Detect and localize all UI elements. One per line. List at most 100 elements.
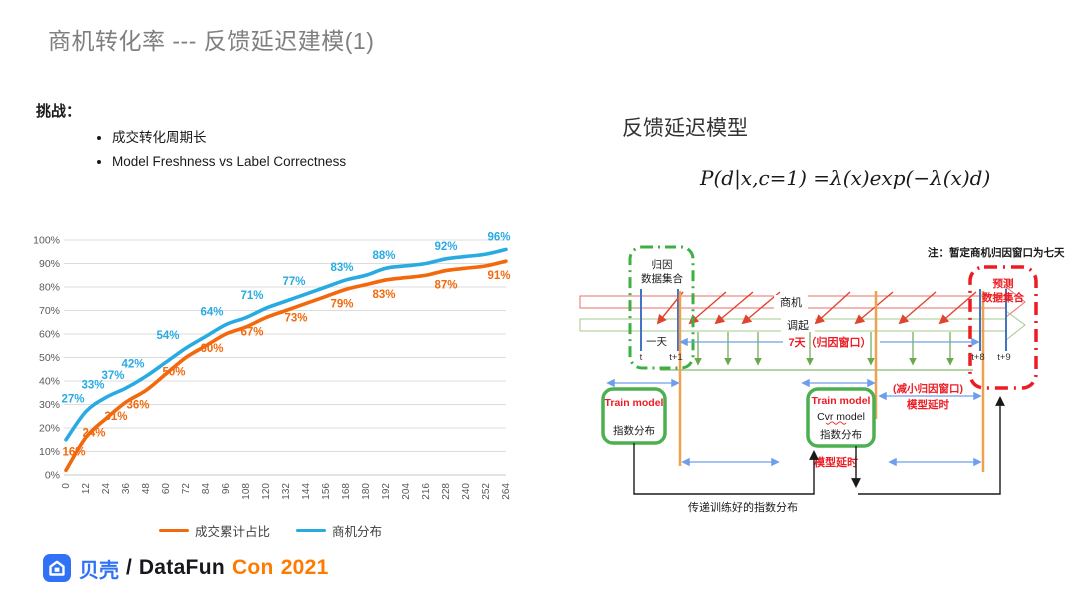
svg-text:70%: 70% [39, 305, 60, 317]
event-name-black: DataFun [138, 556, 225, 579]
svg-text:144: 144 [301, 483, 312, 500]
svg-text:33%: 33% [81, 379, 104, 391]
model-delay-lower-label: 模型延时 [814, 455, 858, 469]
svg-text:264: 264 [501, 483, 512, 500]
svg-text:90%: 90% [39, 258, 60, 270]
t-label: t [640, 352, 643, 363]
challenges-list: 成交转化周期长 Model Freshness vs Label Correct… [112, 126, 346, 177]
svg-text:79%: 79% [330, 298, 353, 310]
window-label: 7天（归因窗口） [788, 335, 871, 349]
timeline-ticks [640, 289, 1007, 351]
svg-text:50%: 50% [39, 352, 60, 364]
train-model-2-title: Train model [812, 395, 871, 407]
svg-text:0%: 0% [45, 470, 60, 482]
svg-text:108: 108 [241, 483, 252, 500]
beike-logo-icon [43, 554, 71, 582]
footer-logo: 贝壳 / DataFun Con 2021 [42, 551, 329, 585]
svg-text:36: 36 [121, 483, 132, 495]
shangji-label-bg [774, 295, 808, 309]
flow-connectors [633, 396, 1005, 495]
svg-text:48: 48 [141, 483, 152, 495]
svg-text:54%: 54% [156, 330, 179, 342]
cvr-squiggle-underline-icon [825, 421, 847, 425]
svg-text:16%: 16% [62, 446, 85, 458]
legend-swatch-orange [158, 528, 189, 533]
svg-text:216: 216 [421, 483, 432, 500]
svg-text:60%: 60% [200, 343, 223, 355]
chart-legend: 成交累计占比 商机分布 [28, 521, 513, 540]
shangji-band-label: 商机 [780, 295, 802, 309]
challenges-heading: 挑战： [36, 103, 82, 120]
svg-text:30%: 30% [39, 399, 60, 411]
svg-text:192: 192 [381, 483, 392, 500]
svg-text:42%: 42% [121, 358, 144, 370]
svg-text:204: 204 [401, 483, 412, 500]
svg-text:60: 60 [161, 483, 172, 495]
svg-text:80%: 80% [39, 282, 60, 294]
day-boundary-lines [678, 291, 985, 472]
train-model-2-dist: 指数分布 [820, 428, 862, 441]
train-model-2-cvr: Cvr model [817, 411, 865, 423]
legend-label-orange: 成交累计占比 [194, 525, 270, 539]
train-window-arrows [606, 378, 982, 401]
conversion-line-chart: 0% 10% 20% 30% 40% 50% 60% 70% 80% 90% 100% 0 12 24 36… [28, 226, 513, 522]
svg-text:10%: 10% [39, 446, 60, 458]
svg-text:228: 228 [441, 483, 452, 500]
legend-item-orange: 成交累计占比 [158, 521, 270, 540]
svg-text:91%: 91% [487, 270, 510, 282]
page-title: 商机转化率 --- 反馈延迟建模(1) [48, 28, 375, 54]
chart-canvas: 0% 10% 20% 30% 40% 50% 60% 70% 80% 90% 100% 0 12 24 36… [33, 231, 512, 500]
delay-model-formula: P(d|x,c=1) =λ(x)exp(−λ(x)d) [700, 166, 991, 190]
prediction-box-label-1: 预测 [993, 277, 1014, 290]
svg-text:96: 96 [221, 483, 232, 495]
svg-text:252: 252 [481, 483, 492, 500]
svg-text:71%: 71% [240, 290, 263, 302]
svg-text:24%: 24% [82, 428, 105, 440]
model-title: 反馈延迟模型 [622, 117, 748, 140]
svg-text:36%: 36% [126, 399, 149, 411]
legend-swatch-blue [296, 528, 326, 533]
svg-text:92%: 92% [434, 241, 457, 253]
svg-text:72: 72 [181, 483, 192, 495]
svg-text:180: 180 [361, 483, 372, 500]
svg-text:240: 240 [461, 483, 472, 500]
svg-text:88%: 88% [372, 250, 395, 262]
challenge-item: 成交转化周期长 [112, 126, 346, 146]
diaoqi-band-label: 调起 [787, 319, 809, 332]
svg-text:156: 156 [321, 483, 332, 500]
svg-text:168: 168 [341, 483, 352, 500]
attribution-box-label-2: 数据集合 [641, 272, 683, 285]
prediction-box-label-2: 数据集合 [981, 291, 1024, 304]
diaoqi-label-bg [781, 318, 815, 332]
svg-text:64%: 64% [200, 307, 223, 319]
svg-text:96%: 96% [487, 231, 510, 243]
one-day-label: 一天 [646, 336, 667, 348]
svg-text:87%: 87% [434, 280, 457, 292]
feedback-delay-diagram: 注：暂定商机归因窗口为七天 [578, 224, 1080, 539]
t9-label: t+9 [997, 352, 1010, 363]
callback-drop-arrows [660, 332, 973, 371]
svg-text:12: 12 [81, 483, 92, 495]
event-year: 2021 [280, 556, 329, 579]
attribution-box-label-1: 归因 [652, 258, 673, 271]
t1-label: t+1 [669, 352, 682, 363]
svg-text:132: 132 [281, 483, 292, 500]
svg-text:31%: 31% [104, 411, 127, 423]
svg-text:84: 84 [201, 483, 212, 495]
svg-text:27%: 27% [61, 394, 84, 406]
svg-text:0: 0 [61, 483, 72, 489]
legend-item-blue: 商机分布 [296, 521, 382, 540]
event-name-orange: Con [231, 556, 274, 579]
brand-name: 贝壳 [79, 559, 119, 582]
t8-label: t+8 [971, 352, 984, 363]
svg-text:83%: 83% [330, 262, 353, 274]
challenge-item: Model Freshness vs Label Correctness [112, 154, 346, 169]
pass-distribution-label: 传递训练好的指数分布 [688, 500, 798, 514]
diagram-note: 注：暂定商机归因窗口为七天 [928, 246, 1065, 259]
svg-text:37%: 37% [101, 370, 124, 382]
train-model-1-title: Train model [605, 397, 664, 409]
svg-text:40%: 40% [39, 376, 60, 388]
svg-text:83%: 83% [372, 289, 395, 301]
train-model-box-2 [806, 387, 876, 448]
attribution-dataset-box [628, 245, 695, 370]
